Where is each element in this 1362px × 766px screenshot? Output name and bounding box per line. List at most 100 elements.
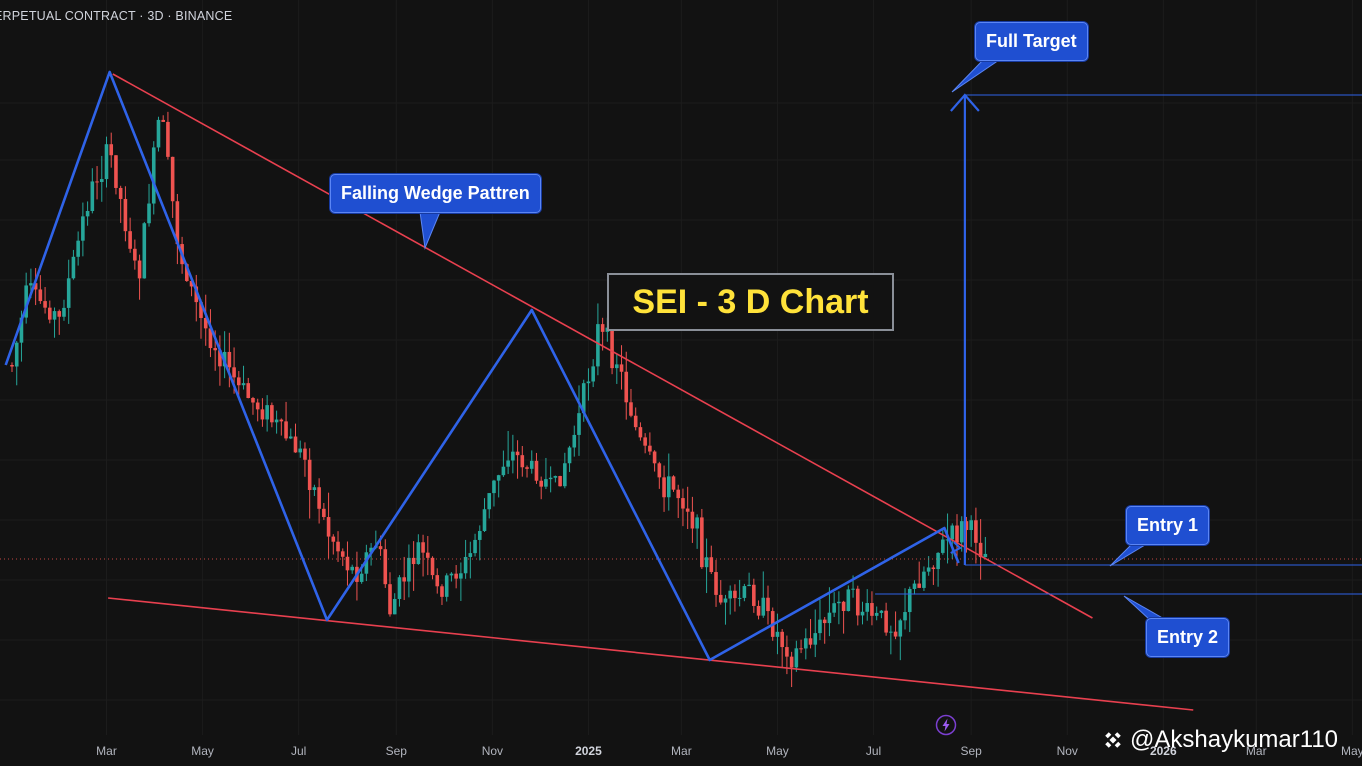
candle-body <box>52 311 57 320</box>
candle-body <box>983 553 988 558</box>
entry2-callout-pointer <box>1123 595 1168 621</box>
candle-body <box>194 286 199 303</box>
candle-body <box>978 542 983 558</box>
candle-body <box>789 656 794 668</box>
upper-trendline <box>112 73 1093 619</box>
candle-body <box>794 648 799 668</box>
candle-body <box>369 547 373 553</box>
candlestick-series <box>10 111 988 688</box>
x-tick-label: 2025 <box>575 744 602 758</box>
candle-body <box>704 557 709 568</box>
candle-body <box>676 489 681 499</box>
candle-body <box>288 436 293 439</box>
candle-body <box>931 567 936 570</box>
candle-body <box>237 377 241 386</box>
candle-body <box>846 589 851 612</box>
candle-body <box>884 610 888 633</box>
candle-body <box>57 311 62 317</box>
candle-body <box>870 603 874 616</box>
x-tick-label: Nov <box>481 744 504 758</box>
candle-body <box>832 603 836 613</box>
x-tick-label: Mar <box>96 744 117 758</box>
candle-body <box>14 342 19 367</box>
candle-body <box>818 619 822 634</box>
candle-body <box>534 460 539 481</box>
pattern-callout[interactable]: Falling Wedge Pattren <box>330 174 541 213</box>
candle-body <box>175 201 180 245</box>
candle-body <box>652 451 657 464</box>
candle-body <box>827 612 832 624</box>
drawing-overlays <box>0 57 1362 711</box>
x-tick-label: May <box>766 744 789 758</box>
candle-body <box>624 371 629 403</box>
candle-body <box>449 573 454 576</box>
candle-body <box>322 508 326 518</box>
candle-body <box>133 248 137 261</box>
candle-body <box>804 638 808 649</box>
candle-body <box>303 448 307 460</box>
x-tick-label: Mar <box>671 744 692 758</box>
candle-body <box>66 278 71 308</box>
candle-body <box>563 463 567 487</box>
entry2-callout[interactable]: Entry 2 <box>1146 618 1230 657</box>
candle-body <box>185 264 189 281</box>
candle-body <box>657 463 662 478</box>
candle-body <box>581 383 586 414</box>
candle-body <box>454 573 458 579</box>
candle-body <box>671 476 676 490</box>
candle-body <box>336 541 340 552</box>
candle-body <box>889 631 893 633</box>
candle-body <box>137 260 142 279</box>
candle-body <box>761 597 766 616</box>
candle-body <box>307 459 312 491</box>
candle-body <box>340 551 345 557</box>
candle-body <box>19 317 24 343</box>
candle-body <box>43 301 47 308</box>
candle-body <box>392 598 397 615</box>
candle-body <box>468 553 473 557</box>
candle-body <box>274 419 279 423</box>
candle-body <box>619 364 624 372</box>
candle-body <box>572 434 577 448</box>
candle-body <box>364 552 369 574</box>
candle-body <box>402 577 406 582</box>
candle-body <box>378 546 383 550</box>
x-tick-label: 2026 <box>1149 744 1177 758</box>
candle-body <box>81 216 85 241</box>
candle-body <box>577 413 581 435</box>
candle-body <box>151 147 156 204</box>
x-tick-label: May <box>1340 744 1362 758</box>
candle-body <box>912 583 917 589</box>
candle-body <box>24 285 28 318</box>
lightning-icon[interactable] <box>935 714 957 736</box>
candle-body <box>841 601 846 612</box>
candle-body <box>218 350 222 367</box>
candle-body <box>752 584 756 606</box>
candle-body <box>99 179 104 182</box>
candle-body <box>941 539 945 553</box>
candle-body <box>279 419 284 422</box>
full-target-callout[interactable]: Full Target <box>975 22 1088 61</box>
pattern-callout-pointer <box>419 211 441 250</box>
entry1-callout[interactable]: Entry 1 <box>1126 506 1210 545</box>
candle-body <box>383 549 388 585</box>
candle-body <box>407 557 411 582</box>
candle-body <box>529 460 534 469</box>
candle-body <box>926 567 931 572</box>
candle-body <box>695 517 699 529</box>
candle-body <box>426 552 430 558</box>
candle-body <box>922 571 926 588</box>
candle-body <box>714 572 718 595</box>
candle-body <box>553 476 558 478</box>
candle-body <box>359 573 364 582</box>
x-tick-label: Jul <box>290 744 307 758</box>
candle-body <box>170 156 175 202</box>
candle-body <box>10 365 14 367</box>
candle-body <box>48 307 52 320</box>
candle-body <box>477 531 482 540</box>
candle-body <box>733 590 737 599</box>
candle-body <box>681 498 685 509</box>
entry1-callout-pointer <box>1109 541 1152 567</box>
